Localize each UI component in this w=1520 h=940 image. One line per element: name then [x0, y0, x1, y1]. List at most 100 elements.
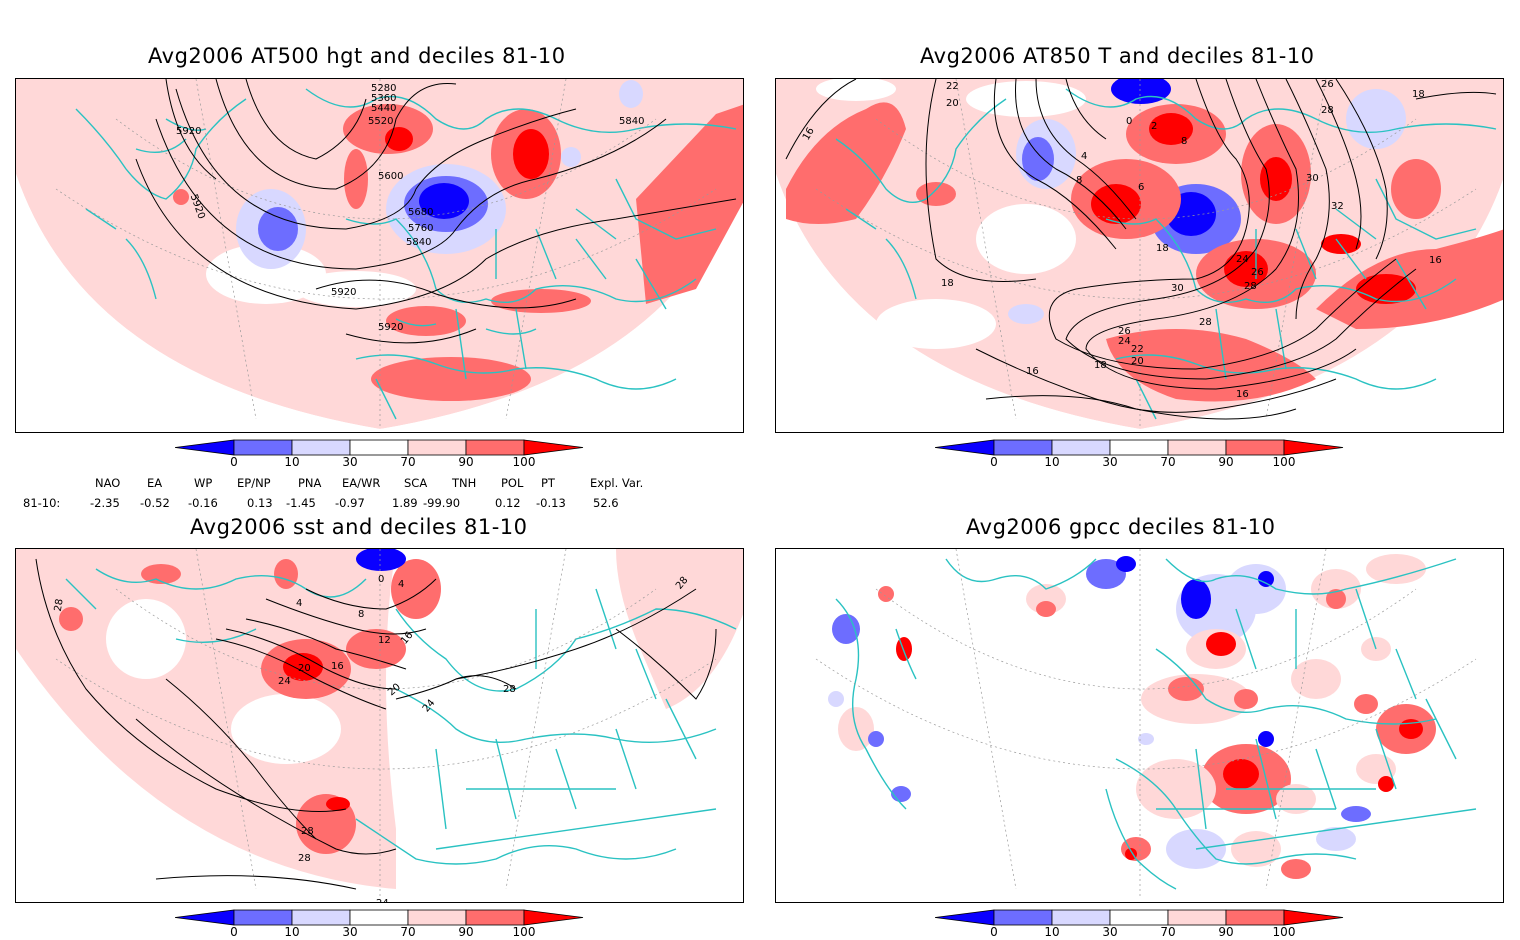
anomaly-light-blue [561, 147, 581, 167]
map-at850: 22 20 16 18 4 8 6 2 0 8 18 24 26 28 30 3… [775, 78, 1504, 433]
colorbar-tick-label: 100 [1272, 455, 1296, 469]
contour-label: 20 [1131, 356, 1144, 367]
contour-label: 5680 [408, 207, 433, 218]
contour-label: 18 [1156, 243, 1169, 254]
colorbar-swatch [349, 909, 409, 926]
contour-label: 8 [1076, 175, 1082, 186]
colorbar-scale [174, 909, 584, 926]
contour-label: 0 [1126, 116, 1132, 127]
index-header: EP/NP [237, 476, 271, 490]
index-value: -0.16 [188, 496, 218, 510]
neutral-area [106, 599, 186, 679]
contour-label: 28 [1321, 105, 1334, 116]
index-header: POL [501, 476, 524, 490]
anomaly-dark-red [1149, 113, 1193, 145]
colorbar-tick-label: 30 [342, 925, 358, 939]
anomaly-dark-red [326, 797, 350, 811]
colorbar-scale [174, 439, 584, 456]
anomaly-dark-red [283, 653, 323, 681]
colorbar-swatch [1051, 439, 1111, 456]
neutral-area [816, 79, 896, 101]
sst-ocean-shade [616, 549, 743, 709]
contour-label: 18 [1412, 89, 1425, 100]
colorbar-swatch [1109, 909, 1169, 926]
colorbar-gpcc: 0 10 30 70 90 100 [934, 909, 1345, 939]
contour-label: 20 [386, 682, 403, 699]
index-header: WP [194, 476, 213, 490]
coastlines [835, 558, 1477, 890]
temperature-contours [785, 79, 1497, 420]
colorbar-sst: 0 10 30 70 90 100 [174, 909, 585, 939]
colorbar-tick-label: 10 [284, 925, 300, 939]
colorbar-scale [934, 439, 1344, 456]
map-sst: 28 4 0 4 8 12 16 16 20 24 20 24 28 28 28… [15, 548, 744, 903]
contour-label: 26 [1118, 326, 1131, 337]
graticule [55, 549, 717, 899]
hemisphere-shade [16, 79, 743, 429]
neutral-area [876, 299, 996, 349]
index-value: -0.97 [335, 496, 365, 510]
index-value: -0.13 [536, 496, 566, 510]
anomaly-mid-blue [1022, 137, 1054, 181]
colorbar-tick-label: 30 [342, 455, 358, 469]
colorbar-tick-label: 30 [1102, 455, 1118, 469]
index-value: -1.45 [286, 496, 316, 510]
anomaly-mid-blue [258, 207, 298, 251]
index-header: EA [147, 476, 163, 490]
colorbar-tick-label: 70 [400, 925, 416, 939]
colorbar-tick-label: 100 [512, 925, 536, 939]
neutral-area [966, 81, 1086, 117]
colorbar-swatch [349, 439, 409, 456]
contour-label: 2 [1151, 121, 1157, 132]
contour-label: 8 [358, 609, 364, 620]
anomaly-mid-red [1316, 229, 1503, 329]
contour-label: 28 [298, 853, 311, 864]
index-header: Expl. Var. [590, 476, 644, 490]
contour-label: 5840 [406, 237, 431, 248]
colorbar-tick-label: 30 [1102, 925, 1118, 939]
colorbar-tick-label: 0 [230, 925, 238, 939]
anomaly-light-blue [619, 80, 643, 108]
anomaly-dark-blue [1111, 79, 1171, 104]
anomaly-mid-red [491, 289, 591, 313]
colorbar-swatch [934, 909, 995, 926]
teleconnection-indices: NAO EA WP EP/NP PNA EA/WR SCA TNH POL PT… [0, 474, 700, 514]
colorbar-tick-label: 0 [990, 925, 998, 939]
anomaly-dark-red [385, 127, 413, 151]
index-header: PT [541, 476, 555, 490]
colorbar-swatch [174, 439, 235, 456]
contour-label: 5600 [378, 171, 403, 182]
contour-label: 16 [1429, 255, 1442, 266]
colorbar-scale [934, 909, 1344, 926]
index-value: 0.12 [495, 496, 521, 510]
colorbar-tick-label: 0 [230, 455, 238, 469]
panel-title-gpcc: Avg2006 gpcc deciles 81-10 [966, 515, 1276, 539]
anomaly-mid-red [173, 189, 189, 205]
panel-title-at850: Avg2006 AT850 T and deciles 81-10 [920, 44, 1315, 68]
colorbar-tick-label: 10 [1044, 455, 1060, 469]
anomaly-dark-blue [356, 549, 406, 571]
contour-label: 28 [301, 826, 314, 837]
contour-label: 5760 [408, 223, 433, 234]
contour-label: 28 [1244, 281, 1257, 292]
anomaly-dark-red [1224, 251, 1268, 287]
index-value: 52.6 [593, 496, 619, 510]
contour-label: 24 [376, 898, 389, 903]
contour-label: 16 [1236, 389, 1249, 400]
contour-label: 18 [941, 278, 954, 289]
colorbar-tick-label: 70 [1160, 925, 1176, 939]
colorbar-tick-label: 90 [1218, 925, 1234, 939]
contour-label: 30 [1171, 283, 1184, 294]
contour-label: 5440 [371, 103, 396, 114]
outer-blank [776, 174, 1503, 432]
coastlines [835, 88, 1497, 420]
contour-label: 30 [1306, 173, 1319, 184]
anomaly-mid-red [1391, 159, 1441, 219]
contour-label: 5920 [176, 126, 201, 137]
contour-label: 16 [331, 661, 344, 672]
contour-label: 24 [278, 676, 291, 687]
contour-label: 26 [1321, 79, 1334, 90]
anomaly-mid-red [636, 104, 743, 304]
contour-label: 22 [946, 81, 959, 92]
colorbar-swatch [1225, 439, 1285, 456]
